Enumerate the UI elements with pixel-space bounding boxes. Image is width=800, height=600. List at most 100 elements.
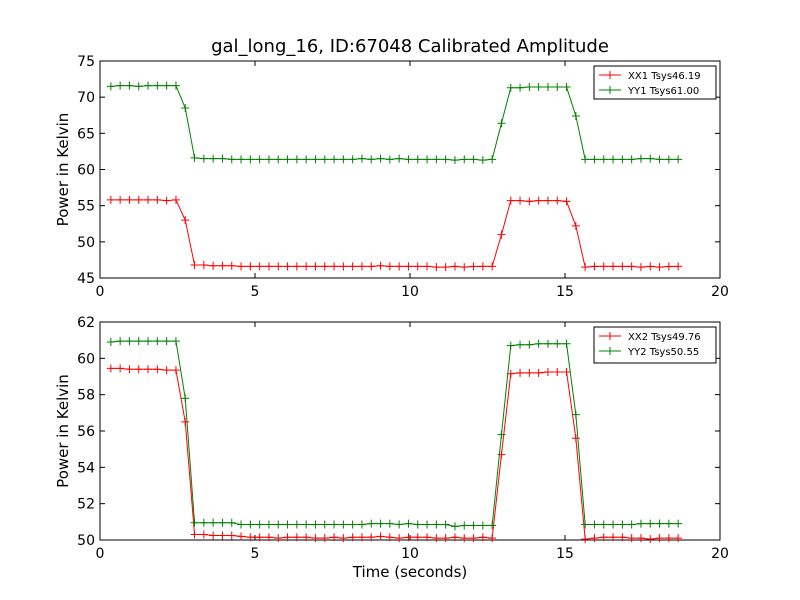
data-point [543, 196, 552, 205]
data-point [646, 535, 655, 544]
data-point [116, 364, 125, 373]
x-tick-label: 10 [401, 546, 419, 562]
data-point [599, 155, 608, 164]
data-point [125, 195, 134, 204]
data-point [618, 533, 627, 542]
data-point [404, 155, 413, 164]
data-point [274, 262, 283, 271]
data-point [190, 530, 199, 539]
data-point [543, 83, 552, 92]
data-point [125, 81, 134, 90]
data-point [190, 153, 199, 162]
data-point [162, 196, 171, 205]
data-point [348, 262, 357, 271]
data-point [181, 104, 190, 113]
data-point [432, 263, 441, 272]
data-point [292, 155, 301, 164]
data-point [553, 196, 562, 205]
y-axis-label: Power in Kelvin [54, 113, 72, 227]
data-point [227, 155, 236, 164]
data-point [237, 262, 246, 271]
data-point [385, 155, 394, 164]
legend-marker [606, 71, 614, 79]
data-point [246, 520, 255, 529]
x-tick-label: 5 [251, 546, 260, 562]
data-point [199, 260, 208, 269]
data-point [218, 531, 227, 540]
data-point [655, 263, 664, 272]
data-point [264, 262, 273, 271]
legend-marker [606, 332, 614, 340]
y-axis-label: Power in Kelvin [54, 374, 72, 488]
data-point [432, 534, 441, 543]
data-point [664, 519, 673, 528]
data-point [404, 262, 413, 271]
data-point [264, 155, 273, 164]
legend-label: YY1 Tsys61.00 [627, 86, 699, 97]
data-point [609, 520, 618, 529]
data-point [599, 262, 608, 271]
x-tick-label: 5 [251, 284, 260, 300]
legend-marker [606, 86, 614, 94]
data-point [255, 262, 264, 271]
data-point [655, 155, 664, 164]
chart-title: gal_long_16, ID:67048 Calibrated Amplitu… [211, 36, 609, 57]
data-point [674, 262, 683, 271]
data-point [525, 368, 534, 377]
x-tick-label: 10 [401, 284, 419, 300]
data-point [209, 531, 218, 540]
y-tick-label: 45 [77, 271, 95, 287]
data-point [237, 520, 246, 529]
data-point [227, 531, 236, 540]
data-point [646, 262, 655, 271]
data-point [181, 216, 190, 225]
data-point [311, 520, 320, 529]
data-point [302, 520, 311, 529]
data-point [469, 262, 478, 271]
data-point [460, 534, 469, 543]
data-point [664, 534, 673, 543]
data-point [162, 337, 171, 346]
data-point [153, 365, 162, 374]
data-point [590, 520, 599, 529]
data-point [385, 262, 394, 271]
y-tick-label: 65 [77, 126, 95, 142]
data-point [609, 533, 618, 542]
data-point [460, 155, 469, 164]
data-point [674, 155, 683, 164]
data-point [646, 519, 655, 528]
data-point [144, 81, 153, 90]
data-point [227, 518, 236, 527]
data-point [199, 154, 208, 163]
data-point [367, 533, 376, 542]
data-point [292, 262, 301, 271]
data-point [581, 263, 590, 272]
data-point [134, 82, 143, 91]
data-point [255, 520, 264, 529]
data-point [339, 262, 348, 271]
data-point [395, 534, 404, 543]
data-point [497, 430, 506, 439]
data-point [516, 83, 525, 92]
data-point [348, 533, 357, 542]
data-point [469, 521, 478, 530]
data-point [330, 262, 339, 271]
data-point [516, 368, 525, 377]
legend-box [593, 65, 717, 100]
data-point [571, 410, 580, 419]
data-point [144, 365, 153, 374]
data-point [609, 155, 618, 164]
data-point [144, 337, 153, 346]
data-point [441, 534, 450, 543]
data-point [423, 520, 432, 529]
data-point [627, 155, 636, 164]
x-tick-label: 20 [711, 284, 729, 300]
data-point [571, 221, 580, 230]
data-point [553, 339, 562, 348]
data-point [525, 83, 534, 92]
y-tick-label: 50 [77, 533, 95, 549]
data-point [348, 155, 357, 164]
data-point [292, 533, 301, 542]
data-point [246, 533, 255, 542]
data-point [423, 262, 432, 271]
